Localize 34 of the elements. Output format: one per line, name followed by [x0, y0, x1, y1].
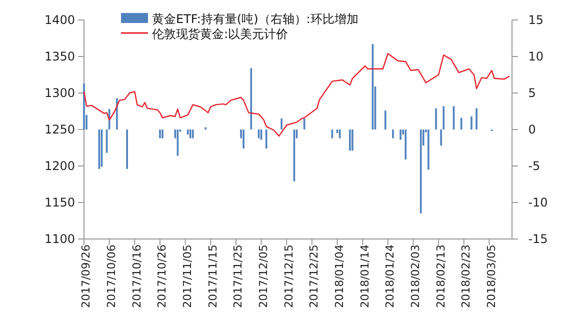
x-tick-label: 2018/01/24: [384, 244, 397, 308]
x-tick-label: 2017/12/05: [256, 244, 270, 308]
legend-label: 伦敦现货黄金:以美元计价: [152, 27, 288, 41]
y-tick-label: 1250: [44, 122, 75, 136]
x-tick-label: 2017/10/26: [156, 244, 169, 308]
x-tick-label: 2017/10/06: [105, 244, 118, 308]
y-tick-label: 1200: [44, 158, 75, 173]
x-tick-label: 2017/10/16: [130, 244, 144, 308]
y2-tick-label: 10: [528, 49, 544, 64]
y2-tick-label: 15: [528, 12, 544, 27]
x-tick-label: 2017/09/26: [80, 244, 93, 308]
y2-tick-label: -15: [528, 232, 548, 246]
x-tick-label: 2017/12/25: [308, 244, 321, 308]
x-tick-label: 2017/11/05: [181, 244, 194, 308]
y2-tick-label: 5: [528, 86, 536, 100]
x-tick-label: 2017/12/15: [282, 244, 296, 308]
x-tick-label: 2017/11/15: [206, 244, 220, 308]
x-tick-label: 2018/02/23: [460, 244, 473, 308]
y-tick-label: 1350: [44, 49, 75, 64]
x-tick-label: 2018/01/04: [332, 244, 346, 308]
y2-tick-label: -10: [528, 195, 548, 210]
x-tick-label: 2018/02/03: [408, 244, 422, 308]
x-tick-label: 2018/02/13: [434, 244, 448, 308]
x-tick-label: 2017/11/25: [232, 244, 245, 308]
y-tick-label: 1150: [44, 195, 75, 210]
line-series: [83, 52, 510, 137]
y-tick-label: 1300: [44, 86, 75, 100]
y2-tick-label: 0: [528, 122, 536, 136]
x-tick-label: 2018/01/14: [358, 244, 372, 308]
y2-tick-label: -5: [528, 158, 540, 173]
y-tick-label: 1400: [44, 12, 75, 27]
y-tick-label: 1100: [44, 232, 75, 246]
legend-label: 黄金ETF:持有量(吨)（右轴）:环比增加: [152, 12, 358, 26]
x-tick-label: 2018/03/05: [484, 244, 498, 308]
